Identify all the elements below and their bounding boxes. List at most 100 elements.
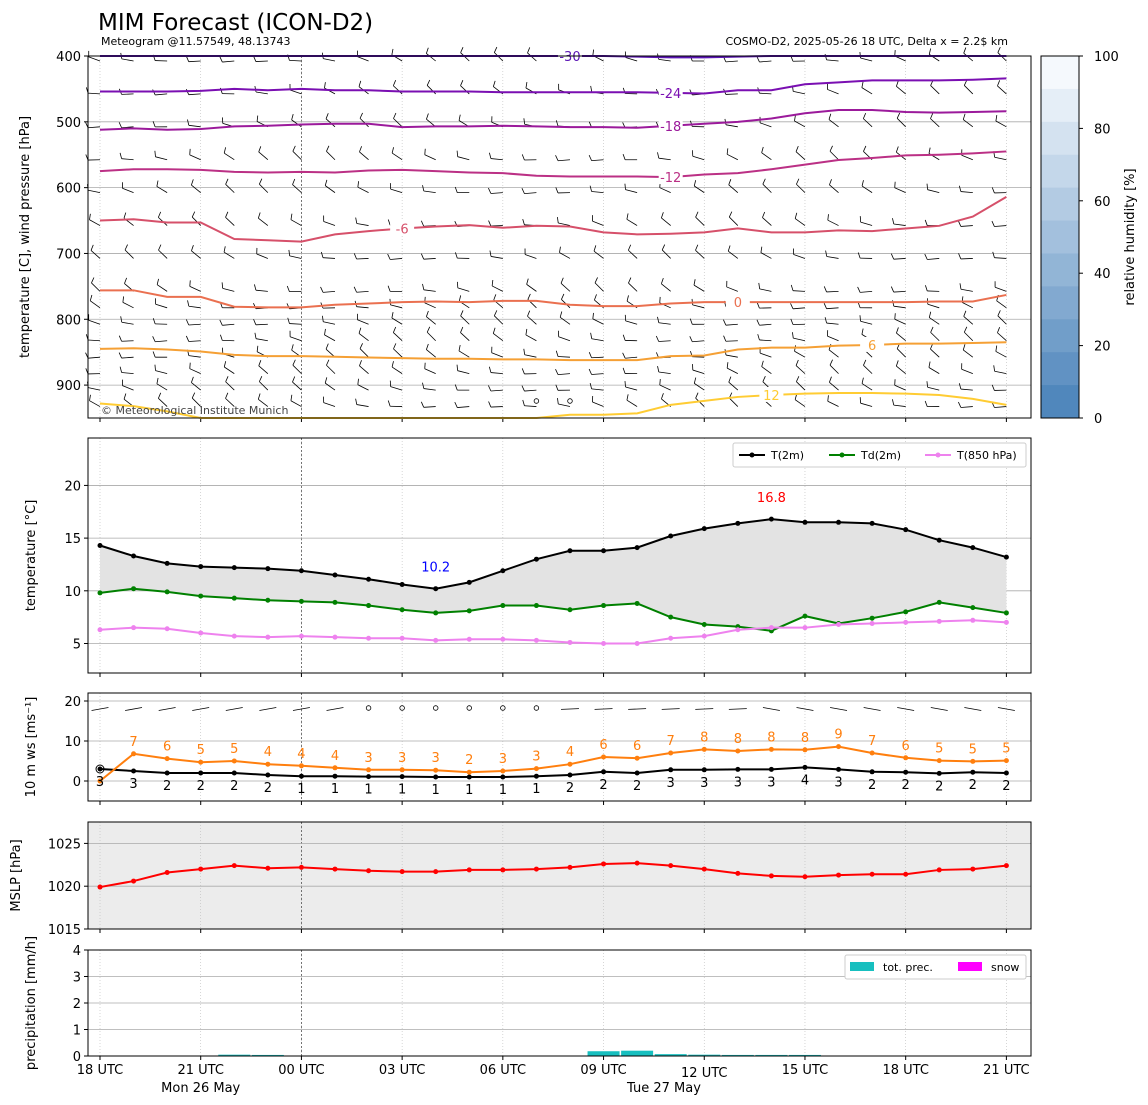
- wind-barb: [224, 366, 235, 374]
- wind-barb: [661, 283, 671, 292]
- wind-barb: [393, 332, 403, 342]
- gust-value-label: 5: [969, 742, 977, 757]
- wind-barb: [793, 91, 806, 95]
- wind-barb: [222, 287, 235, 292]
- wind-barb: [794, 218, 806, 226]
- gust-value-label: 6: [163, 740, 171, 755]
- wind-barb-flag: [928, 361, 931, 368]
- wind-point: [231, 758, 237, 764]
- wind-barb: [258, 151, 269, 161]
- wind-barb-flag: [89, 394, 91, 401]
- wind-barb: [961, 154, 973, 161]
- wind-barb-flag: [924, 253, 928, 260]
- gust-value-label: 3: [499, 752, 507, 767]
- wind-barb: [693, 284, 705, 292]
- wind-barb-flag: [728, 179, 732, 185]
- wind-barb-flag: [523, 348, 526, 355]
- wind-point: [466, 774, 472, 780]
- wind-barb: [325, 118, 336, 128]
- wind-barb: [255, 338, 268, 342]
- temperature-point: [466, 636, 472, 642]
- colorbar-label: relative humidity [%]: [1123, 168, 1138, 305]
- temperature-point: [97, 590, 103, 596]
- wind-barb-flag: [890, 286, 895, 293]
- gust-value-label: 3: [432, 751, 440, 766]
- temperature-point: [298, 633, 304, 639]
- wind-barb-flag: [458, 295, 462, 302]
- wind-barb: [188, 305, 201, 309]
- isotherm-line: [99, 150, 1007, 179]
- temperature-legend: T(2m) Td(2m) T(850 hPa): [732, 442, 1027, 468]
- wind-barb: [359, 365, 369, 374]
- wind-barb-flag: [758, 282, 761, 289]
- wind-barb: [829, 382, 839, 391]
- wind-barb-flag: [154, 150, 156, 157]
- wind-barb-flag: [420, 401, 425, 408]
- wind-barb: [490, 389, 503, 392]
- y-tick-label: 20: [64, 479, 81, 494]
- wind-barb-flag: [358, 80, 362, 87]
- wind-barb: [490, 372, 503, 375]
- wind-point: [634, 770, 640, 776]
- wind-barb-flag: [191, 211, 196, 218]
- wind-barb: [290, 219, 302, 226]
- panel-frame: [87, 437, 1032, 674]
- wind-barb: [661, 708, 680, 710]
- wind-barb-flag: [896, 112, 901, 119]
- isotherm-label-bg: [759, 386, 784, 402]
- wind-barb: [560, 708, 579, 710]
- wind-barb: [828, 119, 839, 128]
- wind-barb: [88, 319, 101, 325]
- wind-barb: [91, 282, 101, 292]
- wind-barb: [424, 154, 436, 161]
- wind-barb-flag: [926, 183, 929, 190]
- isotherm-line: [99, 195, 1007, 243]
- wind-barb: [728, 708, 747, 710]
- wind-barb: [995, 351, 1007, 358]
- wind-barb-flag: [657, 152, 660, 159]
- wind-barb: [793, 337, 806, 342]
- speed-value-label: 2: [935, 779, 943, 794]
- wind-barb-flag: [924, 219, 928, 226]
- wind-barb: [557, 373, 571, 376]
- wind-barb: [759, 339, 772, 342]
- wind-barb: [863, 118, 873, 128]
- wind-barb-flag: [391, 48, 394, 55]
- wind-barb-flag: [185, 335, 190, 342]
- wind-barb-flag: [120, 316, 123, 323]
- wind-barb: [997, 85, 1007, 95]
- speed-value-label: 2: [599, 778, 607, 793]
- wind-barb-flag: [458, 344, 461, 352]
- wind-barb-flag: [425, 47, 429, 54]
- wind-barb-flag: [525, 328, 528, 335]
- wind-barb-flag: [89, 294, 93, 301]
- wind-barb: [829, 150, 839, 161]
- wind-barb-flag: [594, 294, 597, 301]
- wind-barb: [122, 187, 134, 194]
- wind-barb: [625, 356, 638, 359]
- wind-barb-flag: [660, 278, 664, 284]
- wind-barb-flag: [124, 277, 127, 284]
- temperature-point: [903, 527, 909, 533]
- wind-barb-flag: [728, 376, 732, 383]
- wind-barb: [290, 400, 302, 407]
- wind-barb: [930, 118, 940, 128]
- wind-barb: [426, 53, 436, 62]
- temperature-point: [634, 600, 640, 606]
- gust-value-label: 4: [566, 745, 574, 760]
- y-axis-label: temperature [°C]: [24, 500, 39, 612]
- temperature-point: [567, 607, 573, 613]
- wind-barb-flag: [795, 145, 799, 152]
- y-tick-label: 3: [73, 971, 81, 986]
- wind-barb-flag: [527, 310, 531, 317]
- wind-barb: [122, 385, 134, 391]
- wind-barb-flag: [555, 369, 559, 375]
- wind-barb: [357, 319, 369, 325]
- precip-bar: [688, 1054, 721, 1056]
- wind-barb: [155, 370, 168, 375]
- wind-barb: [793, 254, 806, 259]
- temperature-series-line: [99, 518, 1007, 590]
- wind-point: [131, 751, 137, 757]
- wind-barb-flag: [723, 319, 727, 326]
- wind-barb-flag: [928, 48, 932, 55]
